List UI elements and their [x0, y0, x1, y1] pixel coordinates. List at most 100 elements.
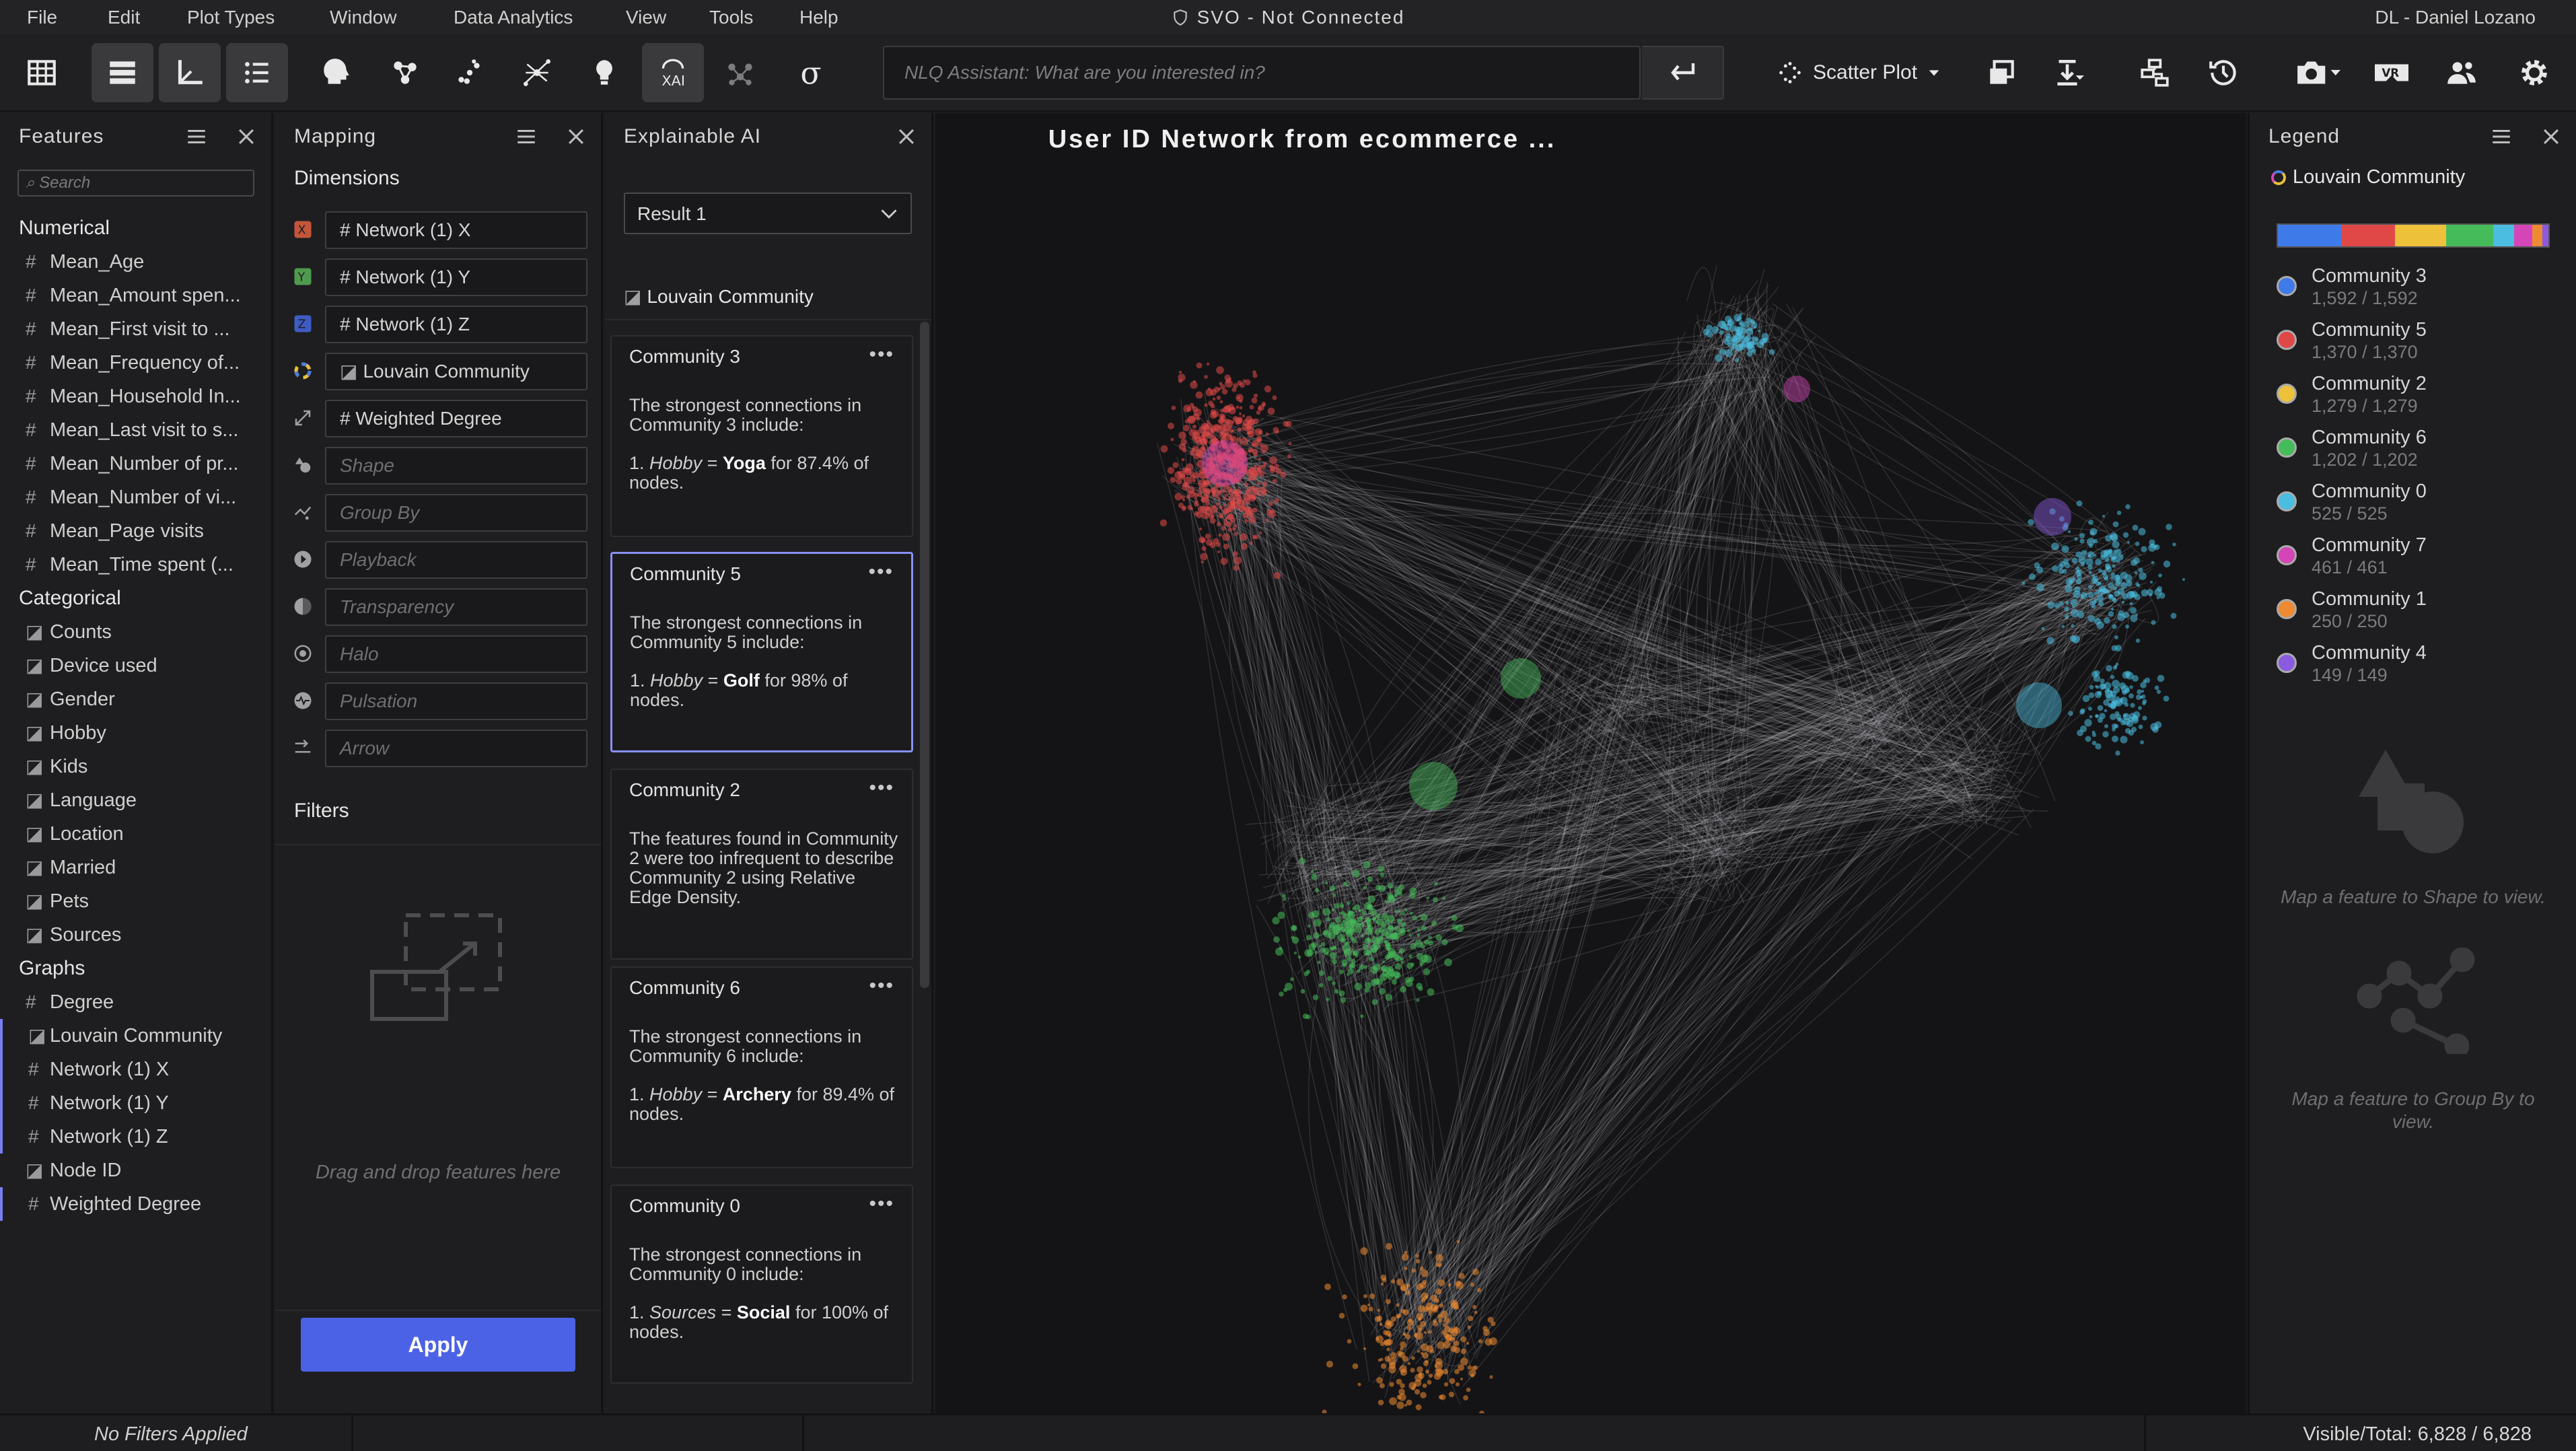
network-graph[interactable]	[935, 113, 2246, 1413]
feature-item[interactable]: ◪ Louvain Community	[0, 1019, 271, 1053]
network-graph-icon[interactable]	[506, 43, 568, 102]
close-icon[interactable]	[235, 125, 258, 148]
xai-icon[interactable]: XAI	[642, 43, 704, 102]
more-options-icon[interactable]: •••	[869, 975, 894, 997]
dimension-slot[interactable]: # Network (1) Y	[325, 258, 587, 296]
legend-item[interactable]: Community 5 1,370 / 1,370	[2250, 316, 2576, 370]
close-icon[interactable]	[2540, 125, 2563, 148]
feature-item[interactable]: ◪ Married	[0, 851, 271, 884]
vr-icon[interactable]: VR	[2361, 43, 2423, 102]
legend-item[interactable]: Community 1 250 / 250	[2250, 586, 2576, 639]
dimension-slot[interactable]: ◪ Louvain Community	[325, 353, 587, 390]
lightbulb-icon[interactable]	[573, 43, 635, 102]
community-card[interactable]: Community 3 ••• The strongest connections …	[610, 335, 913, 537]
menu-window[interactable]: Window	[330, 7, 397, 28]
feature-item[interactable]: ◪ Sources	[0, 918, 271, 952]
more-options-icon[interactable]: •••	[868, 561, 894, 583]
legend-item[interactable]: Community 2 1,279 / 1,279	[2250, 370, 2576, 424]
menu-edit[interactable]: Edit	[108, 7, 141, 28]
users-icon[interactable]	[2431, 43, 2493, 102]
user-name[interactable]: DL - Daniel Lozano	[2375, 7, 2536, 28]
feature-item[interactable]: # Degree	[0, 985, 271, 1019]
feature-item[interactable]: ◪ Hobby	[0, 716, 271, 750]
sigma-icon[interactable]: σ	[781, 43, 843, 102]
scrollbar[interactable]	[920, 322, 929, 988]
table-icon[interactable]	[11, 43, 73, 102]
community-card[interactable]: Community 6 ••• The strongest connections …	[610, 966, 913, 1168]
feature-item[interactable]: # Network (1) Z	[0, 1120, 271, 1154]
features-search-input[interactable]: ⌕ Search	[17, 170, 254, 197]
feature-item[interactable]: # Network (1) X	[0, 1053, 271, 1086]
head-brain-icon[interactable]	[306, 43, 367, 102]
enter-button[interactable]	[1642, 46, 1724, 100]
plot-type-select[interactable]: Scatter Plot	[1777, 55, 1941, 90]
community-card[interactable]: Community 2 ••• The features found in Comm…	[610, 769, 913, 960]
molecule-icon[interactable]	[709, 43, 771, 102]
close-icon[interactable]	[565, 125, 587, 148]
feature-item[interactable]: # Mean_First visit to ...	[0, 312, 271, 346]
axes-icon[interactable]	[159, 43, 221, 102]
close-icon[interactable]	[895, 125, 918, 148]
feature-item[interactable]: ◪ Device used	[0, 649, 271, 682]
feature-item[interactable]: # Mean_Page visits	[0, 514, 271, 548]
more-options-icon[interactable]: •••	[869, 777, 894, 799]
feature-item[interactable]: ◪ Node ID	[0, 1154, 271, 1187]
menu-file[interactable]: File	[27, 7, 58, 28]
feature-item[interactable]: # Mean_Frequency of...	[0, 346, 271, 380]
legend-item[interactable]: Community 0 525 / 525	[2250, 478, 2576, 532]
menu-data-analytics[interactable]: Data Analytics	[454, 7, 573, 28]
legend-item[interactable]: Community 7 461 / 461	[2250, 532, 2576, 586]
dimension-slot[interactable]: Shape	[325, 447, 587, 485]
network-icon[interactable]	[374, 43, 436, 102]
legend-item[interactable]: Community 6 1,202 / 1,202	[2250, 424, 2576, 478]
plot-area[interactable]: User ID Network from ecommerce ...	[935, 113, 2246, 1413]
nlq-assistant-input[interactable]: NLQ Assistant: What are you interested i…	[883, 46, 1641, 100]
dimension-slot[interactable]: # Network (1) Z	[325, 306, 587, 343]
feature-item[interactable]: ◪ Language	[0, 783, 271, 817]
more-options-icon[interactable]: •••	[869, 1193, 894, 1215]
export-icon[interactable]	[2036, 43, 2098, 102]
settings-gear-icon[interactable]	[2503, 43, 2565, 102]
dimension-slot[interactable]: Arrow	[325, 730, 587, 767]
feature-item[interactable]: # Weighted Degree	[0, 1187, 271, 1221]
dimension-slot[interactable]: Transparency	[325, 588, 587, 626]
legend-item[interactable]: Community 4 149 / 149	[2250, 639, 2576, 693]
hierarchy-icon[interactable]	[2124, 43, 2186, 102]
menu-help[interactable]: Help	[799, 7, 838, 28]
feature-item[interactable]: # Mean_Amount spen...	[0, 279, 271, 312]
feature-item[interactable]: # Mean_Number of vi...	[0, 481, 271, 514]
feature-item[interactable]: ◪ Kids	[0, 750, 271, 783]
feature-item[interactable]: # Network (1) Y	[0, 1086, 271, 1120]
feature-item[interactable]: # Mean_Last visit to s...	[0, 413, 271, 447]
scatter-dots-icon[interactable]	[439, 43, 501, 102]
feature-item[interactable]: # Mean_Time spent (...	[0, 548, 271, 581]
history-icon[interactable]	[2192, 43, 2254, 102]
dimension-slot[interactable]: # Weighted Degree	[325, 400, 587, 437]
apply-button[interactable]: Apply	[301, 1318, 575, 1372]
windows-icon[interactable]	[1970, 43, 2032, 102]
feature-item[interactable]: # Mean_Age	[0, 245, 271, 279]
result-select[interactable]: Result 1	[624, 192, 912, 234]
community-card[interactable]: Community 0 ••• The strongest connections …	[610, 1184, 913, 1384]
dimension-slot[interactable]: Playback	[325, 541, 587, 579]
dimension-slot[interactable]: Group By	[325, 494, 587, 532]
feature-item[interactable]: ◪ Pets	[0, 884, 271, 918]
feature-item[interactable]: ◪ Location	[0, 817, 271, 851]
menu-tools[interactable]: Tools	[709, 7, 754, 28]
feature-item[interactable]: ◪ Gender	[0, 682, 271, 716]
camera-icon[interactable]	[2281, 43, 2355, 102]
dimension-slot[interactable]: Pulsation	[325, 682, 587, 720]
more-options-icon[interactable]: •••	[869, 343, 894, 365]
dimension-slot[interactable]: # Network (1) X	[325, 211, 587, 249]
menu-plot-types[interactable]: Plot Types	[187, 7, 275, 28]
menu-icon[interactable]	[515, 125, 538, 148]
menu-icon[interactable]	[2490, 125, 2513, 148]
bullet-list-icon[interactable]	[226, 43, 288, 102]
feature-item[interactable]: ◪ Counts	[0, 615, 271, 649]
dimension-slot[interactable]: Halo	[325, 635, 587, 673]
community-card[interactable]: Community 5 ••• The strongest connections …	[610, 552, 913, 752]
list-view-icon[interactable]	[92, 43, 153, 102]
legend-item[interactable]: Community 3 1,592 / 1,592	[2250, 262, 2576, 316]
feature-item[interactable]: # Mean_Household In...	[0, 380, 271, 413]
menu-view[interactable]: View	[626, 7, 667, 28]
